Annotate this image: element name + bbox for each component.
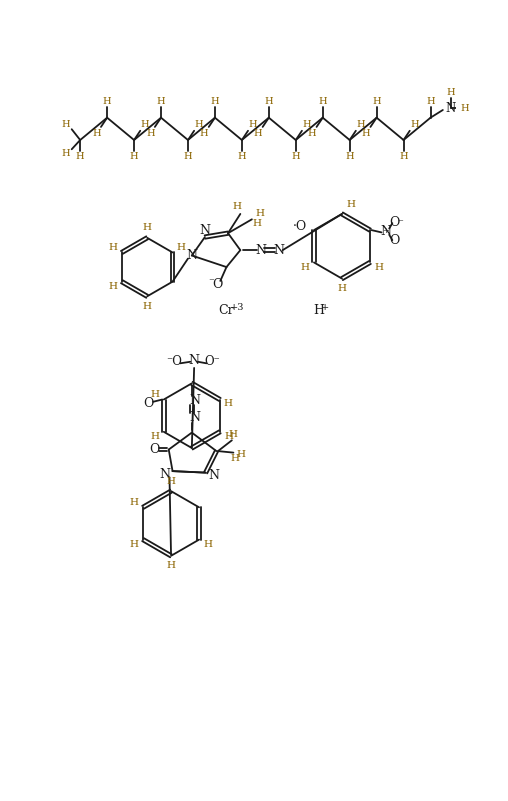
Text: H: H [346, 200, 356, 209]
Text: N: N [160, 468, 170, 481]
Text: N: N [255, 244, 266, 256]
Text: H: H [460, 104, 469, 113]
Text: H: H [130, 151, 138, 161]
Text: H: H [252, 219, 261, 227]
Text: H: H [374, 263, 383, 272]
Text: O: O [150, 443, 160, 456]
Text: H: H [151, 433, 160, 441]
Text: H: H [372, 97, 381, 106]
Text: H: H [61, 149, 70, 159]
Text: H: H [223, 399, 232, 408]
Text: H: H [301, 263, 310, 272]
Text: H: H [130, 497, 139, 507]
Text: H: H [167, 477, 176, 485]
Text: H: H [292, 151, 300, 161]
Text: H: H [143, 302, 152, 311]
Text: N: N [186, 249, 197, 262]
Text: O: O [143, 396, 153, 410]
Text: H: H [446, 88, 455, 97]
Text: H: H [356, 120, 365, 129]
Text: H: H [151, 390, 160, 399]
Text: N: N [200, 224, 210, 237]
Text: H: H [177, 243, 185, 252]
Text: H: H [92, 129, 101, 138]
Text: O: O [212, 277, 223, 291]
Text: H: H [103, 97, 111, 106]
Text: ⁻O: ⁻O [166, 356, 182, 368]
Text: H: H [302, 120, 311, 129]
Text: H: H [308, 129, 316, 138]
Text: N: N [273, 244, 284, 256]
Text: H: H [253, 129, 262, 138]
Text: H: H [76, 151, 84, 161]
Text: H: H [141, 120, 149, 129]
Text: H: H [224, 433, 233, 441]
Text: H: H [313, 304, 325, 316]
Text: H: H [426, 97, 435, 106]
Text: +3: +3 [230, 303, 244, 312]
Text: H: H [265, 97, 273, 106]
Text: Cr: Cr [218, 304, 234, 316]
Text: H: H [167, 562, 176, 570]
Text: H: H [146, 129, 154, 138]
Text: H: H [345, 151, 354, 161]
Text: N: N [208, 469, 219, 482]
Text: +: + [321, 303, 329, 312]
Text: H: H [229, 429, 238, 439]
Text: H: H [184, 151, 193, 161]
Text: ⁻: ⁻ [397, 218, 403, 228]
Text: H: H [255, 208, 264, 218]
Text: O: O [390, 235, 400, 248]
Text: H: H [362, 129, 370, 138]
Text: H: H [143, 223, 152, 232]
Text: H: H [238, 151, 246, 161]
Text: H: H [410, 120, 419, 129]
Text: N: N [188, 354, 200, 367]
Text: H: H [109, 243, 118, 252]
Text: O: O [390, 216, 400, 229]
Text: H: H [156, 97, 165, 106]
Text: H: H [195, 120, 203, 129]
Text: H: H [61, 120, 70, 129]
Text: H: H [337, 284, 346, 293]
Text: H: H [203, 540, 212, 549]
Text: H: H [319, 97, 327, 106]
Text: ·O: ·O [293, 219, 307, 233]
Text: H: H [130, 540, 139, 549]
Text: N: N [189, 394, 200, 407]
Text: H: H [233, 202, 242, 211]
Text: H: H [200, 129, 208, 138]
Text: N: N [380, 225, 391, 238]
Text: H: H [211, 97, 219, 106]
Text: ⁻: ⁻ [208, 277, 214, 288]
Text: +: + [382, 227, 389, 235]
Text: H: H [109, 282, 118, 292]
Text: H: H [237, 449, 245, 459]
Text: H: H [231, 454, 239, 463]
Text: H: H [248, 120, 257, 129]
Text: N: N [189, 411, 200, 424]
Text: O⁻: O⁻ [205, 356, 220, 368]
Text: H: H [399, 151, 408, 161]
Text: N: N [446, 102, 456, 115]
